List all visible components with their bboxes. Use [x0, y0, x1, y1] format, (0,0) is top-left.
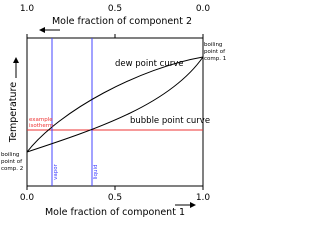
- tick-marks: [26, 34, 204, 190]
- phase-diagram: 1.0 0.5 0.0 Mole fraction of component 2…: [1, 4, 226, 218]
- bottom-axis-title: Mole fraction of component 1: [45, 207, 185, 218]
- vapor-label: vapor: [53, 163, 59, 179]
- top-axis-title: Mole fraction of component 2: [52, 16, 192, 27]
- dew-curve: [26, 56, 204, 153]
- bottom-tick: 0.0: [20, 193, 35, 203]
- bp1-label: point of: [204, 49, 226, 55]
- dew-label: dew point curve: [115, 59, 183, 69]
- top-tick: 0.5: [108, 4, 122, 14]
- isotherm-label: example: [29, 117, 53, 123]
- bp2-label: point of: [1, 159, 23, 165]
- bottom-tick: 0.5: [108, 193, 122, 203]
- bp1-label: boiling: [204, 42, 222, 48]
- bp1-label: comp. 1: [204, 56, 226, 62]
- bottom-tick: 1.0: [196, 193, 211, 203]
- liquid-label: liquid: [93, 164, 99, 179]
- bubble-label: bubble point curve: [130, 116, 210, 126]
- y-axis-title: Temperature: [8, 82, 19, 143]
- bubble-curve: [26, 56, 204, 153]
- bp2-label: comp. 2: [1, 166, 23, 172]
- bp2-label: boiling: [1, 152, 19, 158]
- top-tick: 1.0: [20, 4, 35, 14]
- top-tick: 0.0: [196, 4, 211, 14]
- isotherm-label: isotherm: [29, 123, 53, 129]
